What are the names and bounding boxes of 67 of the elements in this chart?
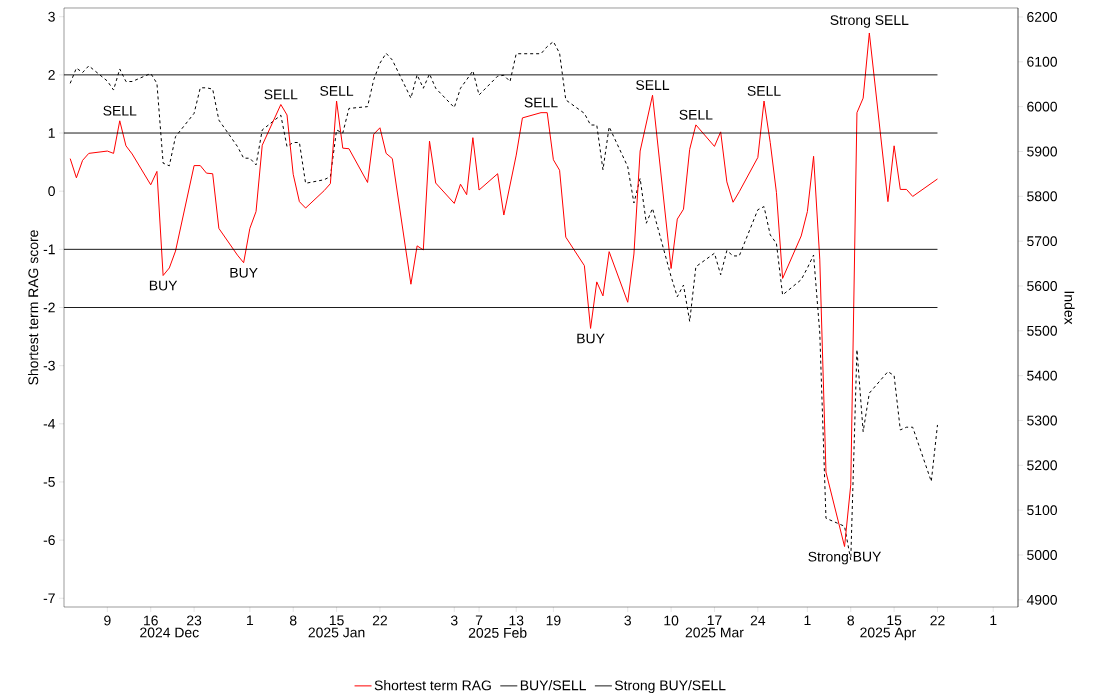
annotation: SELL — [320, 85, 354, 96]
annotation: SELL — [636, 80, 670, 91]
annotation: SELL — [103, 105, 137, 116]
y2-tick-label: 5200 — [1027, 460, 1058, 471]
y-tick-label: -7 — [43, 593, 55, 604]
x-tick-label: 22 — [930, 615, 945, 626]
y2-tick-label: 5500 — [1027, 325, 1058, 336]
y-tick-label: 2 — [48, 69, 55, 80]
annotation: SELL — [524, 97, 558, 108]
y2-tick-label: 5600 — [1027, 281, 1058, 291]
y2-tick-label: 5000 — [1027, 550, 1058, 560]
annotation: BUY — [149, 280, 178, 291]
x-tick-label: 1 — [990, 615, 997, 626]
x-tick-label: 8 — [847, 615, 855, 626]
y2-tick-label: 5400 — [1027, 370, 1058, 381]
annotation: Strong SELL — [830, 15, 909, 28]
x-tick-label: 13 — [509, 615, 524, 626]
annotation: BUY — [577, 333, 605, 344]
y-tick-label: 0 — [48, 186, 55, 197]
y-tick-label: 3 — [48, 11, 55, 22]
x-tick-label: 15 — [329, 615, 344, 626]
x2-tick-label: 2025 Mar — [685, 627, 744, 638]
x-tick-label: 22 — [372, 615, 387, 626]
annotation: Strong BUY — [808, 551, 882, 565]
legend-label: Shortest term RAG — [374, 680, 491, 691]
x-tick-label: 7 — [475, 615, 483, 626]
x-tick-label: 17 — [707, 615, 722, 626]
y2-tick-label: 5100 — [1027, 505, 1058, 516]
y2-tick-label: 6200 — [1027, 12, 1058, 22]
y2-tick-label: 6100 — [1027, 56, 1058, 67]
annotation: SELL — [679, 109, 713, 120]
legend-label: BUY/SELL — [520, 680, 586, 691]
x-tick-label: 19 — [546, 615, 561, 626]
y-tick-label: -1 — [43, 244, 55, 255]
x-tick-label: 9 — [104, 615, 111, 626]
x-tick-label: 8 — [289, 615, 297, 626]
x2-tick-label: 2025 Jan — [308, 627, 365, 638]
y-tick-label: -4 — [43, 419, 56, 429]
x2-tick-label: 2025 Apr — [860, 627, 916, 641]
x2-tick-label: 2025 Feb — [468, 627, 527, 638]
x-tick-label: 1 — [247, 615, 254, 626]
y2-tick-label: 4900 — [1026, 594, 1058, 605]
x-tick-label: 15 — [887, 615, 902, 626]
x2-tick-label: 2024 Dec — [140, 627, 199, 638]
y-tick-label: 1 — [48, 128, 55, 138]
x-tick-label: 16 — [144, 615, 158, 626]
y2-tick-label: 5700 — [1027, 236, 1058, 247]
x-tick-label: 24 — [750, 615, 766, 626]
y2-tick-label: 5800 — [1027, 191, 1058, 202]
annotation: SELL — [747, 85, 781, 96]
x-tick-label: 3 — [450, 615, 458, 626]
x-tick-label: 3 — [624, 615, 631, 626]
x-tick-label: 10 — [664, 615, 679, 626]
annotation: BUY — [230, 267, 258, 278]
annotation: SELL — [264, 89, 298, 100]
legend-label: Strong BUY/SELL — [614, 680, 726, 694]
y2-tick-label: 6000 — [1027, 101, 1058, 112]
y-tick-label: -5 — [43, 477, 55, 487]
y-tick-label: -6 — [43, 535, 55, 546]
y2-tick-label: 5900 — [1027, 146, 1058, 157]
y2-tick-label: 5300 — [1027, 415, 1058, 426]
y2-axis-title: Index — [1064, 291, 1075, 325]
x-tick-label: 23 — [187, 615, 202, 626]
y-tick-label: -3 — [43, 360, 55, 371]
y-tick-label: -2 — [43, 302, 55, 313]
x-tick-label: 1 — [804, 615, 811, 626]
y-axis-title: Shortest term RAG score — [27, 230, 39, 385]
